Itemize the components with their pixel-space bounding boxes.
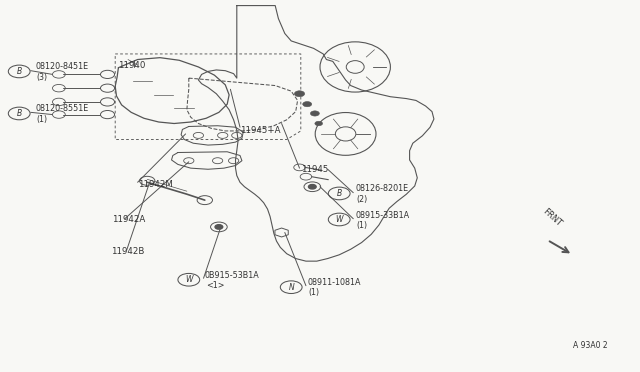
Text: (1): (1) (308, 288, 319, 297)
Text: 08126-8201E: 08126-8201E (355, 185, 408, 193)
Text: W: W (335, 215, 343, 224)
Text: 11945: 11945 (301, 165, 328, 174)
Text: N: N (289, 283, 294, 292)
Circle shape (303, 102, 312, 107)
Text: (1): (1) (36, 115, 47, 124)
Circle shape (308, 185, 316, 189)
Text: W: W (185, 275, 193, 284)
Text: 08915-33B1A: 08915-33B1A (355, 211, 410, 219)
Text: 11942B: 11942B (111, 247, 144, 256)
Text: (3): (3) (36, 73, 47, 81)
Text: FRNT: FRNT (541, 207, 563, 229)
Text: 11942M: 11942M (138, 180, 172, 189)
Text: A 93A0 2: A 93A0 2 (573, 341, 607, 350)
Circle shape (315, 121, 323, 126)
Text: (2): (2) (356, 195, 368, 203)
Text: B: B (17, 109, 22, 118)
Text: B: B (337, 189, 342, 198)
Text: 08120-8551E: 08120-8551E (35, 105, 88, 113)
Text: 08120-8451E: 08120-8451E (35, 62, 88, 71)
Text: 0B915-53B1A: 0B915-53B1A (205, 271, 260, 280)
Text: B: B (17, 67, 22, 76)
Text: 11942A: 11942A (112, 215, 145, 224)
Circle shape (310, 111, 319, 116)
Text: (1): (1) (356, 221, 367, 230)
Text: 11940: 11940 (118, 61, 146, 70)
Circle shape (215, 225, 223, 229)
Text: <1>: <1> (206, 281, 225, 290)
Circle shape (294, 91, 305, 97)
Text: 08911-1081A: 08911-1081A (307, 278, 361, 287)
Text: 11945+A: 11945+A (240, 126, 280, 135)
